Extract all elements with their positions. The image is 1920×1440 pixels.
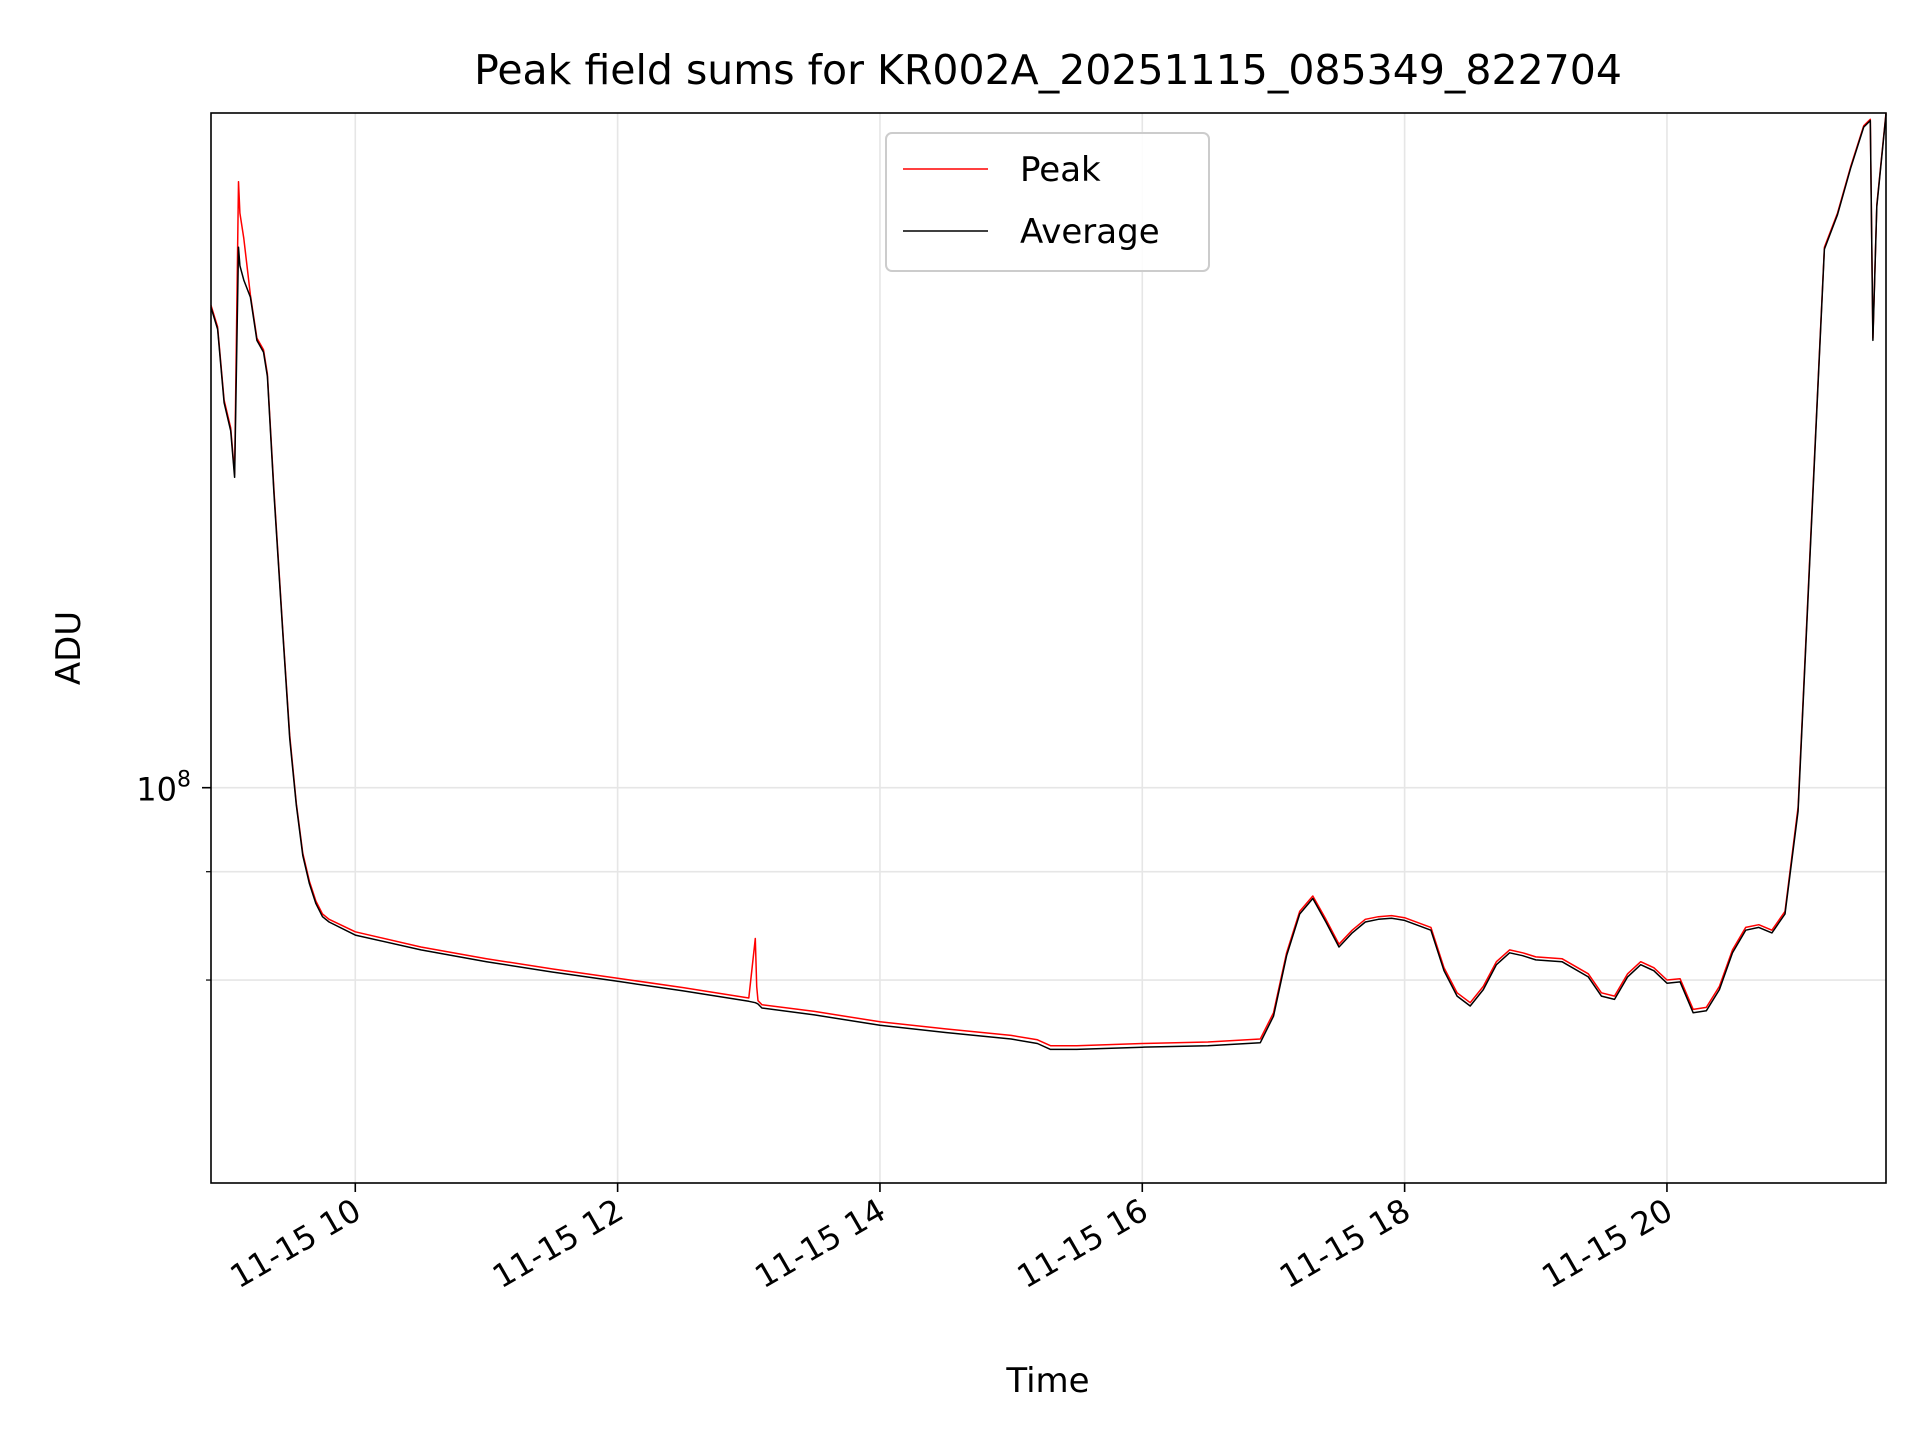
series-lines xyxy=(210,112,1887,1051)
legend: Peak Average xyxy=(885,132,1210,272)
y-axis-label: ADU xyxy=(49,611,89,685)
y-tick-exponent: 8 xyxy=(177,768,191,793)
legend-label-peak: Peak xyxy=(1020,150,1101,190)
legend-label-average: Average xyxy=(1020,212,1160,252)
series-line-average xyxy=(210,114,1887,1051)
y-axis: 108 xyxy=(136,768,211,981)
chart-title: Peak field sums for KR002A_20251115_0853… xyxy=(474,46,1622,94)
grid xyxy=(211,113,1886,1183)
legend-box xyxy=(885,132,1210,272)
x-axis-label: Time xyxy=(1005,1361,1089,1401)
plot-frame xyxy=(210,112,1887,1184)
y-tick-base: 10 xyxy=(136,771,177,809)
y-tick-label: 108 xyxy=(136,768,191,809)
